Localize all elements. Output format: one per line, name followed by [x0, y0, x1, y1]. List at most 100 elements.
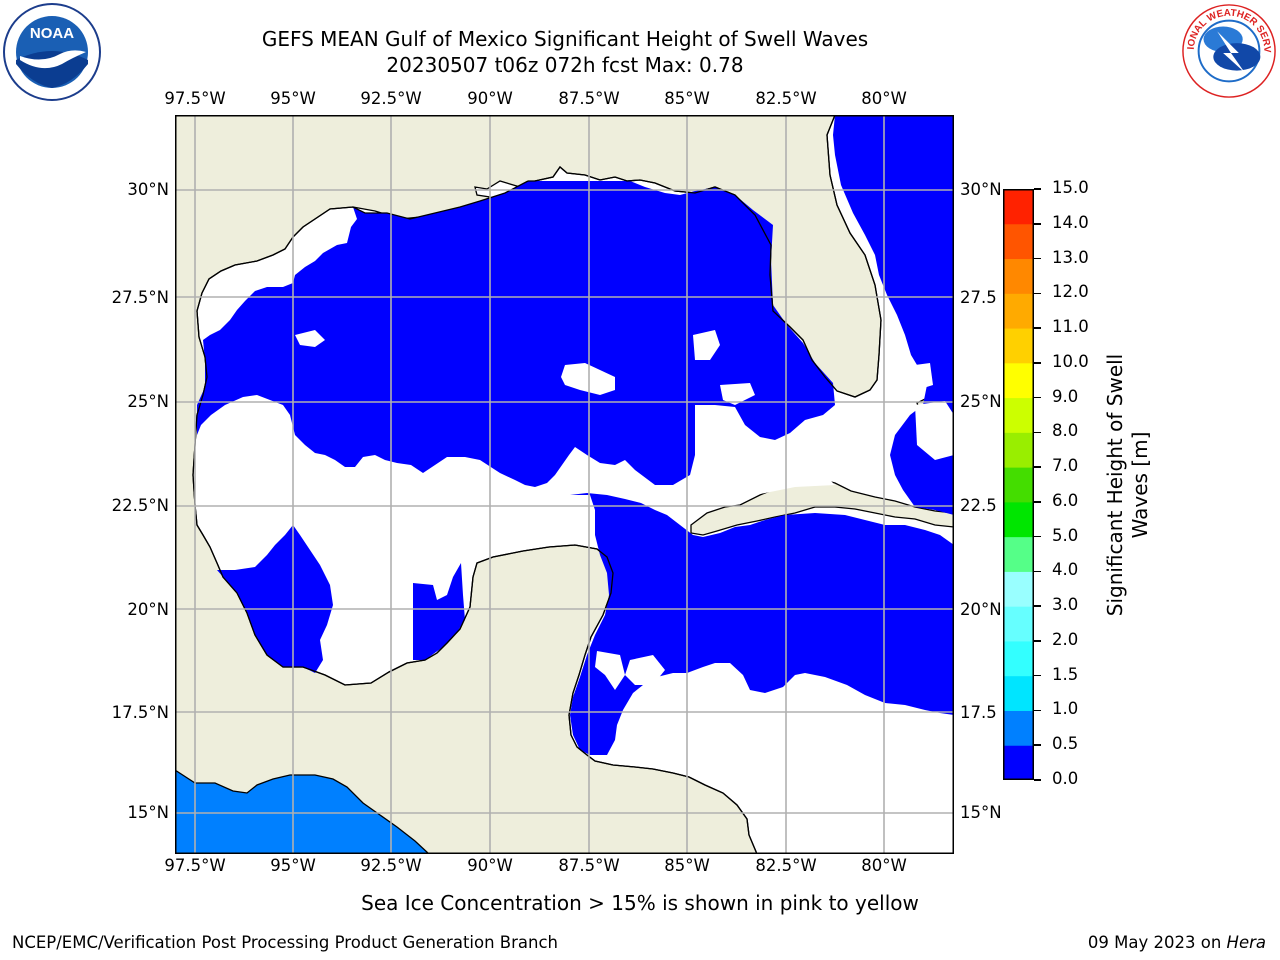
- lon-label-top: 85°W: [664, 89, 710, 108]
- lon-label-top: 90°W: [467, 89, 513, 108]
- colorbar-tick-mark: [1034, 362, 1041, 364]
- colorbar-tick-mark: [1034, 257, 1041, 260]
- colorbar-tick-mark: [1034, 327, 1041, 329]
- colorbar-cells: [1003, 189, 1034, 780]
- colorbar-tick-label: 15.0: [1052, 178, 1089, 197]
- nws-logo: NATIONAL WEATHER SERVICE: [1180, 2, 1276, 98]
- swell-region-bay-of-campeche: [217, 525, 333, 673]
- date-text: 09 May 2023 on: [1087, 933, 1227, 952]
- date-stamp: 09 May 2023 on Hera: [1088, 933, 1266, 952]
- colorbar-tick-mark: [1034, 605, 1041, 607]
- colorbar-cell: [1003, 397, 1034, 433]
- colorbar-cell: [1003, 675, 1034, 711]
- colorbar-tick-label: 1.0: [1052, 699, 1079, 719]
- svg-text:NOAA: NOAA: [30, 25, 74, 42]
- swell-zero-areas: [295, 330, 954, 767]
- colorbar-tick-mark: [1034, 396, 1041, 399]
- lon-label-top: 97.5°W: [164, 89, 226, 108]
- lat-label-right: 15°N: [960, 803, 1002, 822]
- swell-region-yucatan-caribbean: [570, 493, 954, 755]
- lon-label-top: 92.5°W: [360, 89, 422, 108]
- colorbar-tick-mark: [1034, 640, 1041, 642]
- swell-region-campeche-east: [413, 563, 465, 660]
- colorbar-tick-label: 3.0: [1052, 595, 1079, 615]
- colorbar-tick-label: 10.0: [1052, 351, 1089, 371]
- colorbar-tick-label: 0.5: [1052, 734, 1079, 754]
- colorbar-cell: [1003, 189, 1034, 225]
- colorbar-title: Significant Height of Swell Waves [m]: [1103, 354, 1153, 616]
- map-frame: [175, 115, 954, 854]
- colorbar-tick-label: 11.0: [1052, 317, 1089, 337]
- colorbar-cell: [1003, 258, 1034, 294]
- colorbar-cell: [1003, 571, 1034, 607]
- colorbar-tick-mark: [1034, 779, 1041, 781]
- colorbar-cell: [1003, 501, 1034, 538]
- colorbar-tick-label: 4.0: [1052, 560, 1079, 580]
- lon-label-top: 80°W: [861, 89, 907, 108]
- colorbar-tick-label: 7.0: [1052, 456, 1079, 476]
- colorbar-tick-mark: [1034, 188, 1041, 190]
- lon-label-bottom: 92.5°W: [360, 856, 422, 875]
- colorbar-cell: [1003, 467, 1034, 503]
- lon-label-top: 82.5°W: [755, 89, 817, 108]
- colorbar: [1003, 189, 1034, 780]
- colorbar-cell: [1003, 710, 1034, 746]
- lon-label-bottom: 90°W: [467, 856, 513, 875]
- lon-label-bottom: 95°W: [270, 856, 316, 875]
- colorbar-cell: [1003, 293, 1034, 329]
- colorbar-tick-label: 12.0: [1052, 282, 1089, 302]
- lon-label-bottom: 80°W: [861, 856, 907, 875]
- colorbar-cell: [1003, 223, 1034, 260]
- colorbar-cell: [1003, 432, 1034, 468]
- noaa-logo: NOAA: [3, 3, 101, 101]
- colorbar-frame: [1003, 189, 1034, 780]
- lon-label-bottom: 97.5°W: [164, 856, 226, 875]
- colorbar-tick-mark: [1034, 223, 1041, 225]
- lat-label-right: 20°N: [960, 600, 1002, 619]
- host-name: Hera: [1226, 933, 1266, 952]
- lon-label-bottom: 85°W: [664, 856, 710, 875]
- colorbar-tick-label: 14.0: [1052, 212, 1089, 232]
- colorbar-title-line2: Waves [m]: [1128, 431, 1152, 539]
- colorbar-tick-label: 5.0: [1052, 525, 1079, 545]
- lat-label-left: 27.5°N: [111, 288, 169, 307]
- colorbar-tick-mark: [1034, 570, 1041, 573]
- lat-label-right: 17.5: [960, 703, 997, 722]
- credit-line: NCEP/EMC/Verification Post Processing Pr…: [12, 933, 558, 952]
- colorbar-tick-mark: [1034, 292, 1041, 295]
- lon-label-bottom: 87.5°W: [558, 856, 620, 875]
- colorbar-tick-label: 13.0: [1052, 247, 1089, 267]
- colorbar-tick-mark: [1034, 431, 1041, 434]
- lat-label-right: 25°N: [960, 392, 1002, 411]
- lat-label-right: 27.5: [960, 288, 997, 307]
- swell-0.5-1-pacific: [175, 770, 429, 854]
- colorbar-cell: [1003, 745, 1034, 780]
- colorbar-tick-mark: [1034, 674, 1041, 677]
- map-title: GEFS MEAN Gulf of Mexico Significant Hei…: [261, 27, 869, 51]
- colorbar-cell: [1003, 640, 1034, 677]
- colorbar-cell: [1003, 362, 1034, 399]
- colorbar-tick-mark: [1034, 501, 1041, 503]
- lat-label-left: 30°N: [127, 180, 169, 199]
- colorbar-cell: [1003, 328, 1034, 364]
- lat-label-left: 20°N: [127, 600, 169, 619]
- colorbar-tick-mark: [1034, 466, 1041, 468]
- colorbar-tick-label: 8.0: [1052, 421, 1079, 441]
- colorbar-tick-label: 1.5: [1052, 664, 1079, 684]
- lat-label-right: 22.5: [960, 496, 997, 515]
- colorbar-tick-mark: [1034, 744, 1041, 746]
- colorbar-cell: [1003, 606, 1034, 642]
- lat-label-left: 22.5°N: [111, 496, 169, 515]
- coastline: [175, 115, 882, 854]
- lon-label-bottom: 82.5°W: [755, 856, 817, 875]
- lat-label-left: 17.5°N: [111, 703, 169, 722]
- colorbar-tick-mark: [1034, 535, 1041, 538]
- lon-label-top: 95°W: [270, 89, 316, 108]
- gulf-map: [175, 115, 954, 854]
- colorbar-tick-label: 0.0: [1052, 769, 1079, 788]
- sea-ice-note: Sea Ice Concentration > 15% is shown in …: [361, 891, 919, 915]
- colorbar-cell: [1003, 536, 1034, 572]
- map-subtitle: 20230507 t06z 072h fcst Max: 0.78: [386, 53, 744, 77]
- lat-label-left: 15°N: [127, 803, 169, 822]
- colorbar-tick-label: 2.0: [1052, 629, 1079, 649]
